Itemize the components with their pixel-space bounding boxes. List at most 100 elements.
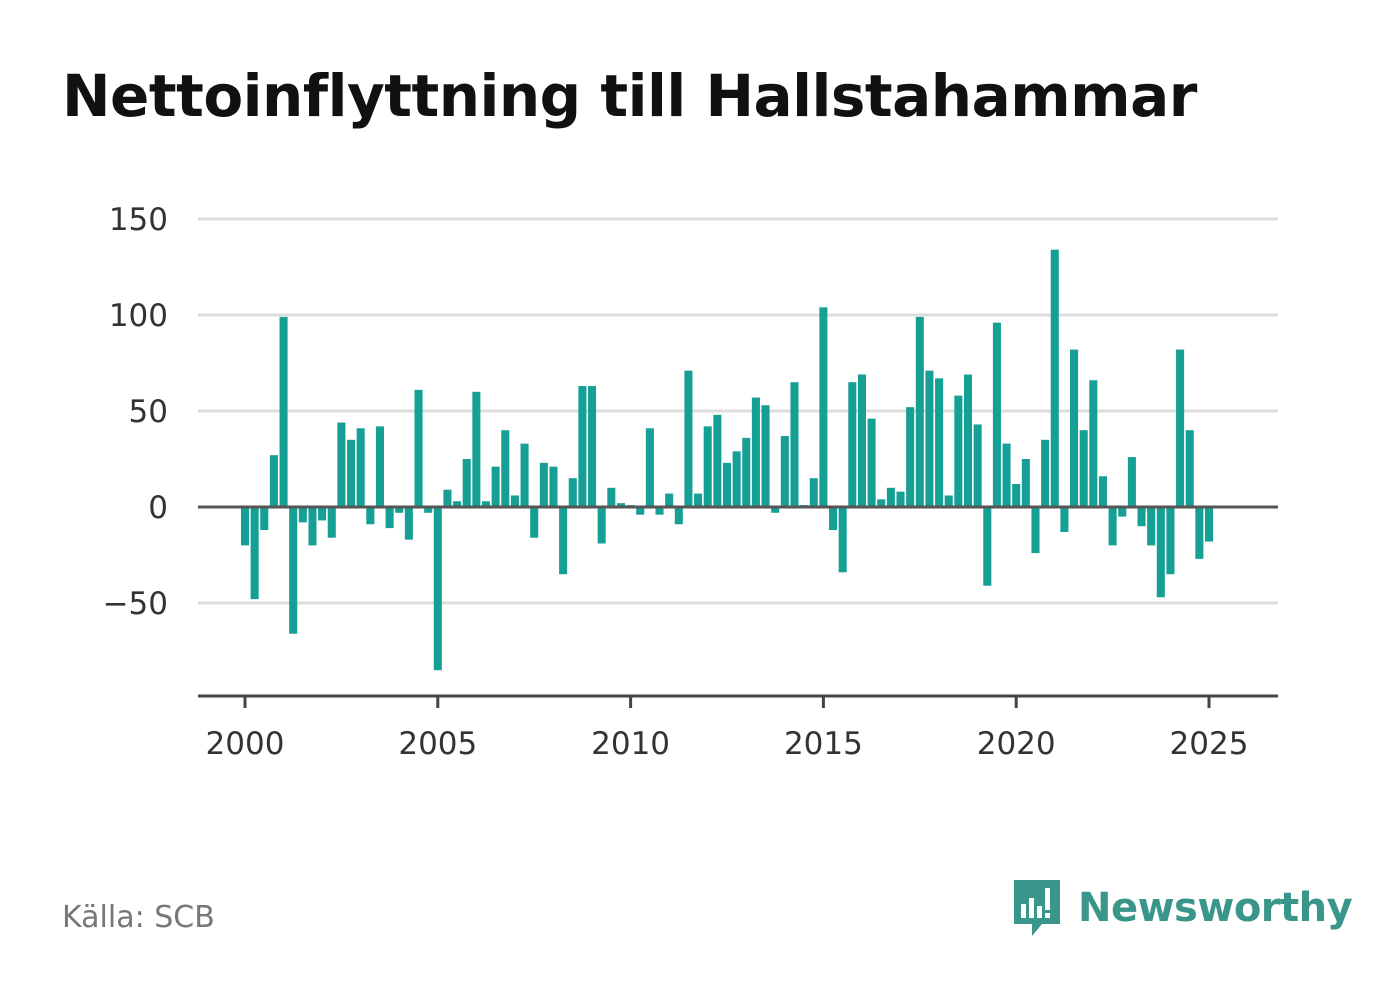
bar (655, 507, 664, 515)
bar (588, 386, 597, 507)
bar (819, 307, 828, 507)
bar (607, 487, 616, 507)
bar (568, 478, 577, 507)
bar (356, 428, 365, 507)
bar (713, 414, 722, 507)
bar (366, 507, 375, 525)
bar (501, 430, 510, 507)
bar (1195, 507, 1204, 559)
bar (751, 397, 760, 507)
bar (424, 507, 433, 513)
bar (395, 507, 404, 513)
bar (385, 507, 394, 529)
bar (404, 507, 413, 540)
x-tick-label: 2010 (591, 726, 670, 762)
bar (308, 507, 317, 546)
bar (1021, 459, 1030, 507)
bar (944, 495, 953, 507)
source-note: Källa: SCB (62, 900, 215, 935)
y-tick-label: 150 (109, 202, 168, 238)
bar (780, 435, 789, 507)
bar (1012, 483, 1021, 507)
bar (481, 501, 491, 507)
bar (240, 507, 250, 546)
bar (1166, 507, 1175, 575)
bar (645, 428, 654, 507)
bar (250, 507, 259, 600)
bar (665, 493, 674, 507)
bar (530, 507, 539, 538)
bar (809, 478, 818, 507)
bar (829, 507, 838, 531)
bar (761, 405, 770, 507)
bar (491, 466, 500, 507)
bar (1147, 507, 1156, 546)
bar (973, 424, 982, 507)
y-tick-label: 100 (109, 298, 168, 334)
y-tick-label: 0 (148, 490, 168, 526)
bar (616, 503, 625, 507)
bar (298, 507, 307, 523)
bar (674, 507, 683, 525)
bar (963, 374, 973, 507)
bar (1127, 457, 1136, 507)
bar (915, 316, 924, 507)
bar (472, 391, 481, 507)
brand-logo: Newsworthy (1012, 878, 1353, 938)
bar (433, 507, 442, 671)
bar (906, 407, 915, 507)
bar (443, 489, 452, 507)
bar (1156, 507, 1165, 598)
bar (318, 507, 327, 521)
bar (462, 459, 471, 507)
bar (269, 455, 278, 507)
bar (1204, 507, 1214, 542)
bar (327, 507, 336, 538)
bar (703, 426, 712, 507)
bar (694, 493, 703, 507)
chart-title: Nettoinflyttning till Hallstahammar (62, 62, 1197, 130)
bar (935, 378, 944, 507)
x-tick-label: 2005 (398, 726, 477, 762)
bar (838, 507, 847, 573)
bar (1176, 349, 1185, 507)
bar (578, 386, 587, 507)
bar (559, 507, 568, 575)
bar (375, 426, 384, 507)
x-tick-label: 2020 (977, 726, 1056, 762)
bar (1137, 507, 1146, 527)
bar (848, 382, 857, 507)
bar (260, 507, 269, 531)
bar (771, 507, 780, 513)
bar (1185, 430, 1194, 507)
bar (1060, 507, 1069, 532)
bar (1118, 507, 1127, 517)
bar (1098, 476, 1107, 507)
x-tick-label: 2000 (206, 726, 285, 762)
bar (279, 316, 288, 507)
y-tick-label: 50 (129, 394, 168, 430)
bar (732, 451, 741, 507)
bar (597, 507, 606, 544)
bar (1041, 439, 1050, 507)
bar (954, 395, 963, 507)
bar (347, 439, 356, 507)
bar (925, 370, 934, 507)
bar (867, 418, 876, 507)
brand-name: Newsworthy (1078, 885, 1353, 931)
bar (684, 370, 693, 507)
bar (1002, 443, 1011, 507)
bar (1108, 507, 1117, 546)
bar (337, 422, 346, 507)
bar (414, 389, 423, 507)
bar (1050, 249, 1059, 507)
bar (510, 495, 519, 507)
x-tick-label: 2015 (784, 726, 863, 762)
x-tick-label: 2025 (1170, 726, 1249, 762)
bar (790, 382, 799, 507)
bar (983, 507, 992, 586)
bar (722, 462, 732, 507)
bar (1079, 430, 1088, 507)
bar (1089, 380, 1098, 507)
